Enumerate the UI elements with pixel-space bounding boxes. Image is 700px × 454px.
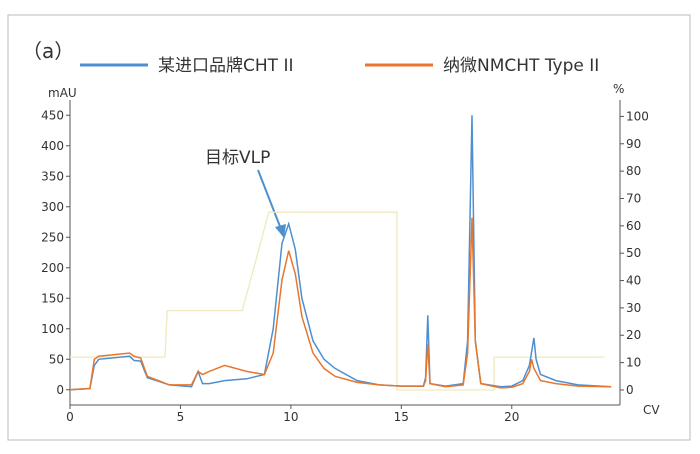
y-tick-label: 50 — [49, 352, 64, 366]
x-axis-label: CV — [643, 403, 660, 417]
y-tick-label: 400 — [41, 139, 64, 153]
y2-tick-label: 0 — [626, 383, 634, 397]
y2-tick-label: 50 — [626, 246, 641, 260]
y-tick-label: 250 — [41, 230, 64, 244]
x-tick-label: 15 — [394, 410, 409, 424]
frame — [7, 14, 691, 441]
y-tick-label: 100 — [41, 322, 64, 336]
y2-tick-label: 60 — [626, 219, 641, 233]
y-tick-label: 0 — [56, 383, 64, 397]
x-tick-label: 20 — [504, 410, 519, 424]
annotation-arrow — [257, 169, 282, 230]
y2-tick-label: 70 — [626, 191, 641, 205]
y2-tick-label: 100 — [626, 109, 649, 123]
y-tick-label: 300 — [41, 200, 64, 214]
y2-axis-label: % — [613, 82, 624, 96]
annotation-arrowhead — [275, 224, 286, 238]
y-tick-label: 350 — [41, 169, 64, 183]
annotation: 目标VLP — [205, 148, 270, 168]
gradient-line — [70, 211, 605, 391]
x-tick-label: 0 — [66, 410, 74, 424]
y2-tick-label: 80 — [626, 164, 641, 178]
panel-label: （a） — [22, 39, 74, 63]
y-axis-label: mAU — [48, 86, 77, 100]
y2-tick-label: 90 — [626, 137, 641, 151]
series-line — [69, 217, 612, 391]
x-tick-label: 10 — [283, 410, 298, 424]
x-tick-label: 5 — [177, 410, 185, 424]
legend-label: 纳微NMCHT Type II — [443, 56, 599, 76]
y-tick-label: 450 — [41, 108, 64, 122]
y2-tick-label: 10 — [626, 356, 641, 370]
y-tick-label: 150 — [41, 291, 64, 305]
legend-label: 某进口品牌CHT II — [158, 56, 293, 76]
y2-tick-label: 40 — [626, 274, 641, 288]
y2-tick-label: 20 — [626, 328, 641, 342]
y-tick-label: 200 — [41, 261, 64, 275]
y2-tick-label: 30 — [626, 301, 641, 315]
series-line — [69, 115, 612, 391]
